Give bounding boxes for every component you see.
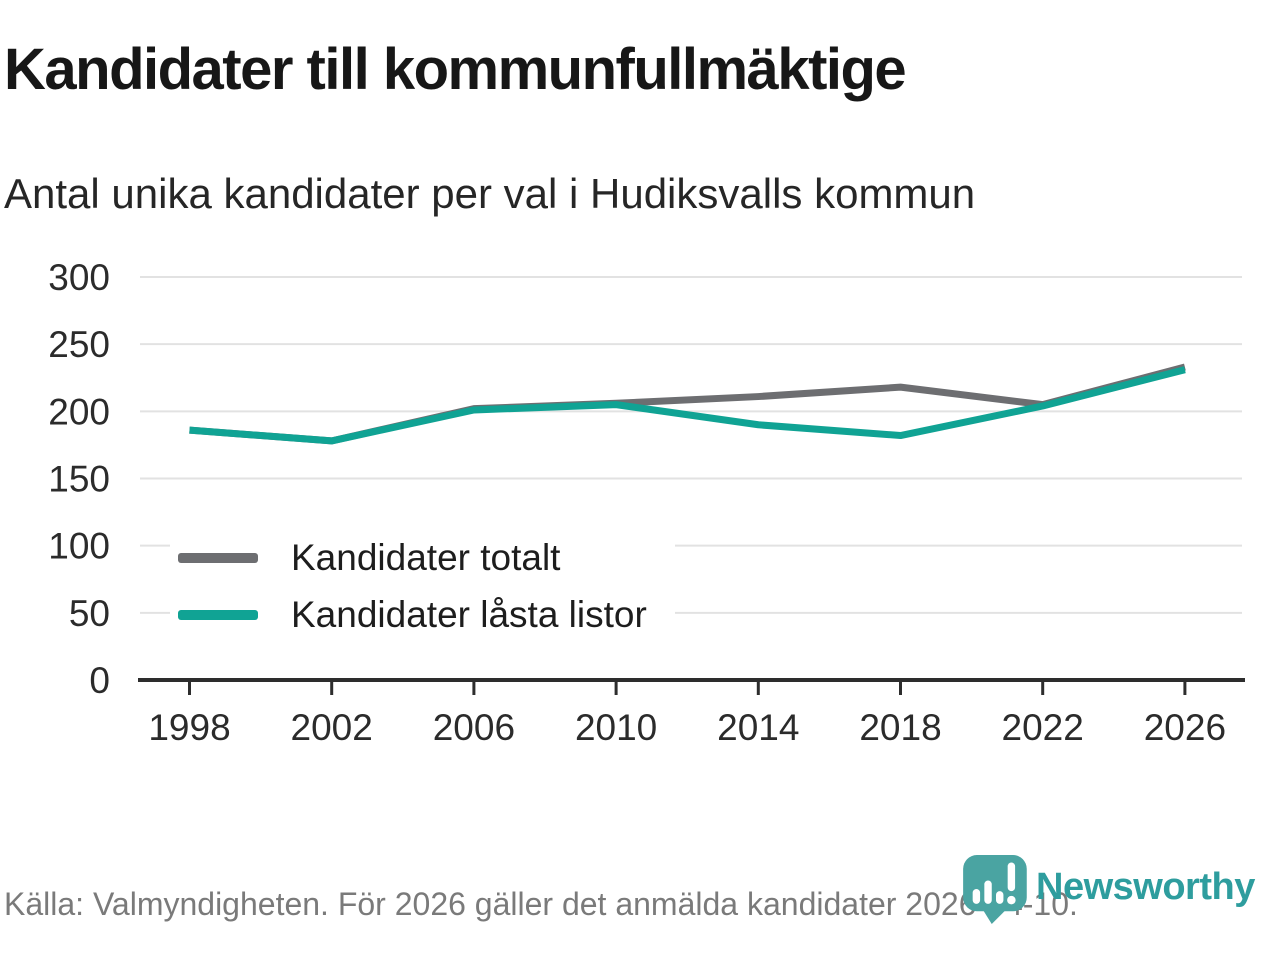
x-axis-labels: 1998 2002 2006 2010 2014 2018 2022 2026 bbox=[148, 707, 1226, 748]
newsworthy-logo-text: Newsworthy bbox=[1036, 866, 1255, 908]
legend-item: Kandidater låsta listor bbox=[178, 596, 647, 633]
legend-label: Kandidater låsta listor bbox=[291, 594, 647, 635]
y-tick-label: 150 bbox=[48, 459, 110, 500]
chart-subtitle: Antal unika kandidater per val i Hudiksv… bbox=[4, 170, 976, 217]
y-tick-label: 300 bbox=[48, 257, 110, 298]
series-lines bbox=[189, 363, 1186, 445]
y-tick-label: 50 bbox=[69, 593, 110, 634]
source-note: Källa: Valmyndigheten. För 2026 gäller d… bbox=[4, 886, 1078, 922]
x-tick-label: 2022 bbox=[1002, 707, 1084, 748]
x-tick-label: 1998 bbox=[148, 707, 230, 748]
legend: Kandidater totalt Kandidater låsta listor bbox=[170, 531, 675, 643]
legend-swatch bbox=[178, 552, 258, 563]
y-tick-label: 0 bbox=[89, 660, 110, 701]
y-tick-label: 100 bbox=[48, 526, 110, 567]
x-tick-label: 2018 bbox=[859, 707, 941, 748]
page-title: Kandidater till kommunfullmäktige bbox=[4, 37, 907, 102]
x-tick-label: 2002 bbox=[291, 707, 373, 748]
legend-label: Kandidater totalt bbox=[291, 537, 561, 578]
newsworthy-logo: Newsworthy bbox=[962, 854, 1255, 924]
y-tick-label: 200 bbox=[48, 391, 110, 432]
newsworthy-pin-bar-chart-icon bbox=[963, 855, 1027, 924]
legend-item: Kandidater totalt bbox=[178, 539, 647, 576]
series-line bbox=[189, 366, 1186, 445]
x-tick-label: 2014 bbox=[717, 707, 799, 748]
x-tick-label: 2026 bbox=[1144, 707, 1226, 748]
x-tick-label: 2010 bbox=[575, 707, 657, 748]
x-axis bbox=[138, 678, 1245, 695]
x-tick-label: 2006 bbox=[433, 707, 515, 748]
y-tick-label: 250 bbox=[48, 324, 110, 365]
legend-swatch bbox=[178, 609, 258, 620]
y-axis-labels: 0 50 100 150 200 250 300 bbox=[48, 257, 110, 701]
